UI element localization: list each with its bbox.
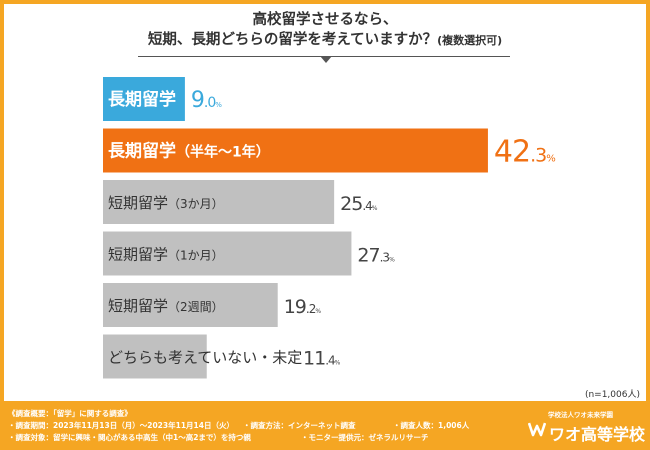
title-line-2: 短期、長期どちらの留学を考えていますか？(複数選択可) bbox=[0, 30, 650, 51]
value-decimal: .0 bbox=[204, 95, 215, 111]
value-unit: % bbox=[389, 257, 395, 264]
value-unit: % bbox=[546, 154, 555, 165]
value-unit: % bbox=[335, 360, 341, 367]
value-decimal: .4 bbox=[362, 199, 372, 213]
bar-label-main: 短期留学 bbox=[108, 246, 168, 264]
sample-size-note: (n=1,006人) bbox=[585, 389, 640, 400]
value-integer: 25 bbox=[340, 193, 362, 215]
title-note: (複数選択可) bbox=[437, 34, 503, 47]
survey-count: ・調査人数：1,006人 bbox=[393, 421, 470, 430]
chart-title: 高校留学させるなら、 短期、長期どちらの留学を考えていますか？(複数選択可) bbox=[0, 10, 650, 51]
bar-label-5: 短期留学（2週間） bbox=[108, 297, 224, 315]
bar-3 bbox=[103, 180, 335, 224]
survey-target: ・調査対象：留学に興味・関心がある中高生（中1〜高2まで）を持つ親 bbox=[8, 433, 251, 442]
school-logo-icon bbox=[528, 422, 546, 437]
bar-label-detail: （3か月） bbox=[168, 197, 224, 211]
value-unit: % bbox=[372, 205, 378, 212]
bar-label-main: 長期留学 bbox=[108, 141, 176, 162]
value-label-4: 27.3% bbox=[357, 245, 395, 267]
value-unit: % bbox=[215, 101, 222, 109]
bar-label-6: どちらも考えていない・未定 bbox=[108, 349, 302, 367]
value-integer: 11 bbox=[303, 348, 325, 370]
bar-5 bbox=[103, 283, 278, 327]
value-label-5: 19.2% bbox=[284, 296, 322, 318]
bar-label-detail: （1か月） bbox=[168, 249, 224, 263]
value-label-1: 9.0% bbox=[191, 88, 222, 113]
bar-label-main: 長期留学 bbox=[108, 89, 176, 110]
bar-label-detail: （半年〜1年） bbox=[176, 144, 270, 161]
bar-label-4: 短期留学（1か月） bbox=[108, 246, 224, 264]
logo-name: ワオ高等学校 bbox=[549, 425, 646, 444]
value-label-3: 25.4% bbox=[340, 193, 378, 215]
value-unit: % bbox=[315, 308, 321, 315]
survey-period: ・調査期間：2023年11月13日（月）〜2023年11月14日（火） bbox=[8, 421, 234, 430]
bar-label-main: 短期留学 bbox=[108, 194, 168, 212]
title-question: 短期、長期どちらの留学を考えていますか？ bbox=[147, 32, 438, 48]
value-label-6: 11.4% bbox=[303, 348, 341, 370]
value-integer: 42 bbox=[494, 135, 530, 170]
bar-label-main: どちらも考えていない・未定 bbox=[108, 349, 302, 367]
bar-label-detail: （2年） bbox=[176, 92, 228, 109]
value-integer: 27 bbox=[357, 245, 379, 267]
value-integer: 9 bbox=[191, 88, 204, 113]
bar-label-detail: （2週間） bbox=[168, 300, 224, 314]
bar-label-2: 長期留学（半年〜1年） bbox=[108, 141, 270, 162]
value-decimal: .3 bbox=[530, 145, 546, 167]
title-pointer bbox=[320, 56, 332, 63]
value-label-2: 42.3% bbox=[494, 135, 555, 170]
bar-label-1: 長期留学（2年） bbox=[108, 89, 228, 110]
value-decimal: .2 bbox=[306, 302, 316, 316]
value-decimal: .4 bbox=[325, 354, 335, 368]
value-decimal: .3 bbox=[380, 251, 390, 265]
survey-provider: ・モニター提供元：ゼネラルリサーチ bbox=[301, 433, 429, 442]
bar-1 bbox=[103, 77, 185, 121]
title-line-1: 高校留学させるなら、 bbox=[252, 12, 398, 28]
footer: 《調査概要：「留学」に関する調査》 ・調査期間：2023年11月13日（月）〜2… bbox=[0, 404, 650, 450]
survey-method: ・調査方法：インターネット調査 bbox=[243, 421, 356, 430]
value-integer: 19 bbox=[284, 296, 306, 318]
bar-label-3: 短期留学（3か月） bbox=[108, 194, 224, 212]
bar-4 bbox=[103, 231, 352, 276]
bar-2 bbox=[103, 128, 488, 173]
bar-6 bbox=[103, 334, 207, 379]
survey-title: 《調査概要：「留学」に関する調査》 bbox=[8, 409, 132, 418]
bar-label-main: 短期留学 bbox=[108, 297, 168, 315]
logo-subtitle: 学校法人ワオ未来学園 bbox=[548, 411, 613, 419]
